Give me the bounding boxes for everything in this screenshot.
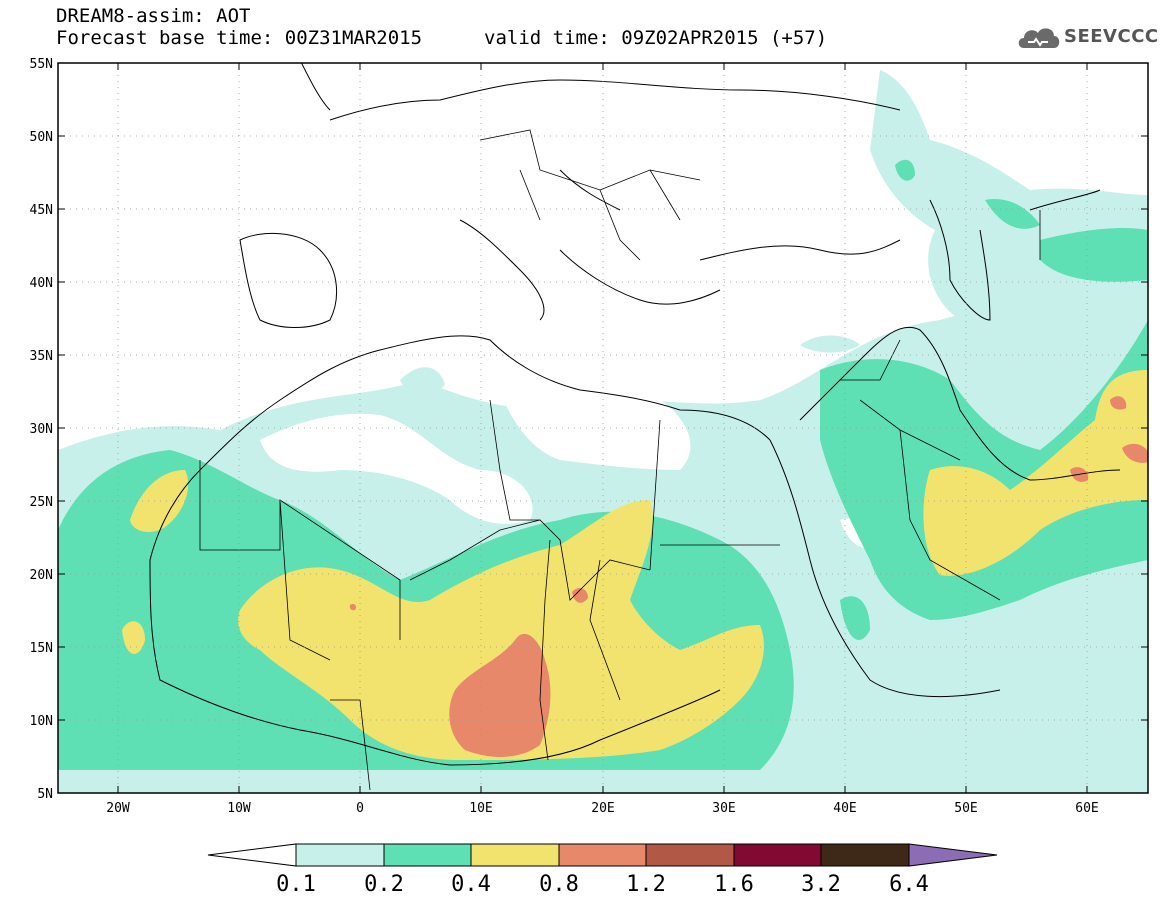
forecast-base-time: Forecast base time: 00Z31MAR2015 — [56, 27, 423, 49]
lat-label: 35N — [30, 349, 53, 364]
lat-label: 30N — [30, 422, 53, 437]
map-title: DREAM8-assim: AOT — [56, 5, 251, 27]
colorbar-label: 1.2 — [626, 872, 666, 897]
lat-label: 45N — [30, 203, 53, 218]
aot-0.4-0.8-areas — [122, 370, 1148, 760]
lat-label: 50N — [30, 130, 53, 145]
colorbar-segment — [820, 843, 910, 867]
valid-time: valid time: 09Z02APR2015 (+57) — [484, 27, 828, 49]
lat-label: 15N — [30, 641, 53, 656]
lon-labels: 20W 10W 0 10E 20E 30E 40E 50E 60E — [106, 801, 1098, 816]
logo-text: SEEVCCC — [1064, 26, 1159, 47]
colorbar-segment — [383, 843, 472, 867]
colorbar-label: 0.8 — [539, 872, 579, 897]
lon-label: 50E — [954, 801, 977, 816]
lon-label: 30E — [712, 801, 735, 816]
lon-label: 20W — [106, 801, 130, 816]
lat-label: 20N — [30, 568, 53, 583]
coastlines — [149, 63, 1121, 766]
aot-0.8-1.2-areas — [349, 396, 1148, 757]
colorbar-label: 1.6 — [714, 872, 754, 897]
lon-ticks — [117, 63, 1088, 793]
colorbar-label: 6.4 — [889, 872, 929, 897]
lat-label: 10N — [30, 714, 53, 729]
colorbar-label: 0.1 — [276, 872, 316, 897]
colorbar-segment — [558, 843, 647, 867]
lat-labels: 55N 50N 45N 40N 35N 30N 25N 20N 15N 10N … — [30, 57, 53, 802]
colorbar-segment — [295, 843, 385, 867]
cloud-icon — [1018, 28, 1060, 48]
colorbar-segment — [645, 843, 735, 867]
seevccc-logo: SEEVCCC — [1016, 20, 1159, 56]
colorbar-segment — [470, 843, 560, 867]
lat-label: 25N — [30, 495, 53, 510]
lon-label: 10W — [227, 801, 251, 816]
lat-label: 40N — [30, 276, 53, 291]
lat-label: 5N — [37, 787, 53, 802]
lon-label: 0 — [356, 801, 364, 816]
colorbar-label: 0.4 — [451, 872, 491, 897]
colorbar-max-arrow — [908, 843, 998, 867]
lat-ticks — [58, 62, 1148, 794]
colorbar-label: 0.2 — [364, 872, 404, 897]
lon-label: 20E — [591, 801, 614, 816]
borders — [199, 129, 1041, 791]
colorbar: 0.1 0.2 0.4 0.8 1.2 1.6 3.2 6.4 — [207, 843, 998, 897]
colorbar-segment — [733, 843, 822, 867]
colorbar-min-arrow — [207, 843, 297, 867]
lat-label: 55N — [30, 57, 53, 72]
lon-label: 60E — [1075, 801, 1098, 816]
lon-label: 40E — [833, 801, 856, 816]
lon-label: 10E — [469, 801, 492, 816]
colorbar-label: 3.2 — [801, 872, 841, 897]
aot-field — [58, 63, 1148, 793]
